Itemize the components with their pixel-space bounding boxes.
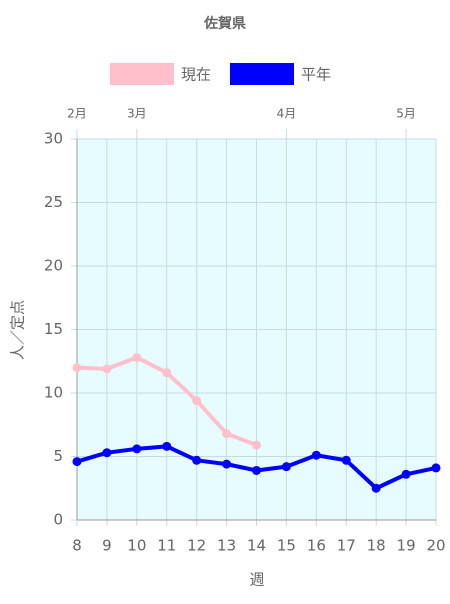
x-tick-label: 17 (337, 537, 356, 555)
legend-swatch (230, 63, 294, 85)
x-tick-label: 9 (102, 537, 112, 555)
x-tick-label: 18 (367, 537, 386, 555)
data-point (252, 440, 261, 450)
y-tick-label: 15 (44, 320, 63, 338)
x-tick-label: 12 (187, 537, 206, 555)
data-point (281, 462, 291, 472)
x-tick-label: 11 (157, 537, 176, 555)
x-tick-label: 8 (72, 537, 82, 555)
data-point (401, 469, 411, 479)
data-point (222, 429, 232, 439)
data-point (192, 455, 202, 465)
data-point (132, 444, 142, 454)
legend-label: 平年 (301, 66, 331, 84)
data-point (162, 441, 172, 451)
x-tick-label: 20 (426, 537, 445, 555)
data-point (72, 457, 82, 467)
data-point (371, 483, 381, 493)
data-point (341, 455, 351, 465)
top-tick-label: 4月 (277, 107, 297, 121)
data-point (311, 450, 321, 460)
x-tick-label: 16 (307, 537, 326, 555)
top-tick-label: 2月 (67, 107, 87, 121)
data-point (132, 352, 142, 362)
y-tick-label: 5 (53, 447, 63, 465)
x-axis-label: 週 (249, 571, 264, 589)
top-tick-label: 5月 (396, 107, 416, 121)
x-tick-label: 13 (217, 537, 236, 555)
top-tick-label: 3月 (127, 107, 147, 121)
data-point (252, 465, 261, 475)
x-tick-label: 14 (247, 537, 266, 555)
y-axis-label: 人／定点 (9, 300, 27, 360)
y-tick-label: 0 (53, 511, 63, 529)
data-point (162, 368, 172, 378)
data-point (192, 396, 202, 406)
y-tick-label: 30 (44, 130, 63, 148)
data-point (222, 459, 232, 469)
chart-title: 佐賀県 (203, 15, 246, 32)
y-tick-label: 10 (44, 384, 63, 402)
x-tick-label: 10 (127, 537, 146, 555)
y-tick-label: 20 (44, 257, 63, 275)
data-point (72, 363, 82, 373)
data-point (102, 448, 112, 458)
legend-swatch (110, 63, 174, 85)
legend-label: 現在 (181, 66, 211, 84)
data-point (102, 364, 112, 374)
x-tick-label: 15 (277, 537, 296, 555)
data-point (431, 463, 441, 473)
y-tick-label: 25 (44, 193, 63, 211)
x-tick-label: 19 (397, 537, 416, 555)
